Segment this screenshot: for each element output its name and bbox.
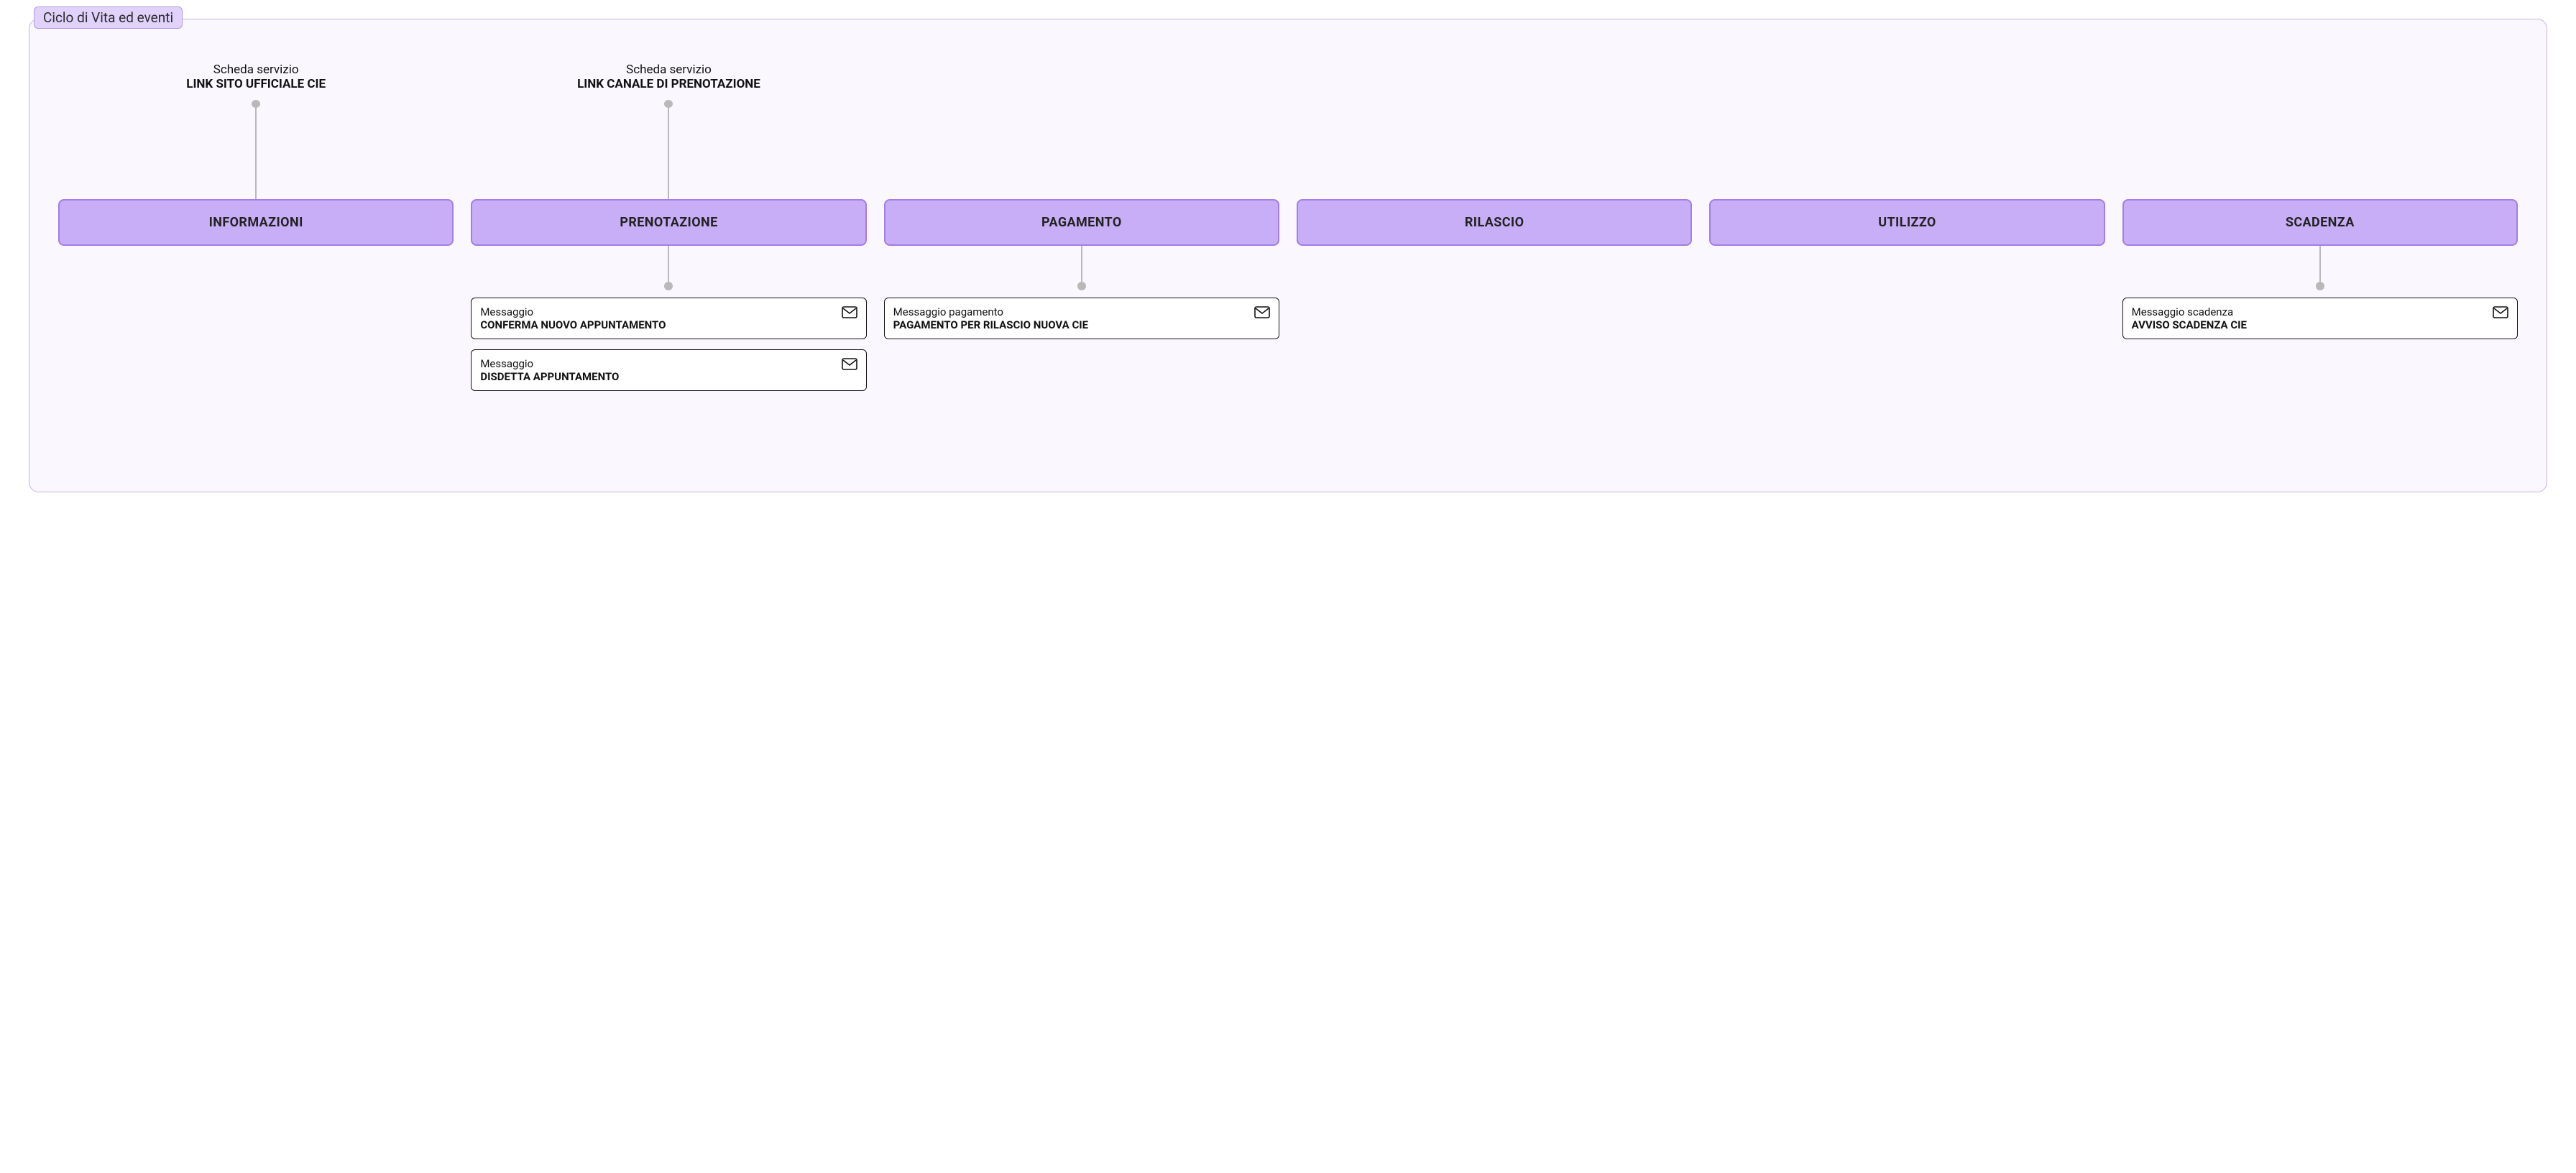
frame-title: Ciclo di Vita ed eventi <box>34 6 183 29</box>
message-kind: Messaggio <box>480 305 666 318</box>
top-label: Scheda servizioLINK CANALE DI PRENOTAZIO… <box>577 63 760 91</box>
mail-icon <box>2493 306 2508 318</box>
top-area <box>884 63 1279 199</box>
message-kind: Messaggio pagamento <box>893 305 1088 318</box>
message-title: PAGAMENTO PER RILASCIO NUOVA CIE <box>893 318 1088 331</box>
top-area <box>1709 63 2104 199</box>
top-label-main: LINK SITO UFFICIALE CIE <box>186 77 326 91</box>
message-stack: MessaggioCONFERMA NUOVO APPUNTAMENTO Mes… <box>471 298 866 391</box>
message-title: CONFERMA NUOVO APPUNTAMENTO <box>480 318 666 331</box>
stage-column-rilascio: RILASCIO <box>1297 63 1692 246</box>
bottom-connector <box>1077 246 1086 290</box>
message-stack: Messaggio pagamentoPAGAMENTO PER RILASCI… <box>884 298 1279 339</box>
bottom-connector <box>664 246 673 290</box>
connector-dot <box>1077 282 1086 290</box>
connector-dot <box>252 100 260 108</box>
message-text: Messaggio pagamentoPAGAMENTO PER RILASCI… <box>893 305 1088 331</box>
stage-columns: Scheda servizioLINK SITO UFFICIALE CIEIN… <box>58 63 2518 391</box>
connector-line <box>668 246 669 282</box>
message-box: MessaggioDISDETTA APPUNTAMENTO <box>471 349 866 391</box>
mail-icon <box>842 306 857 318</box>
connector-line <box>255 108 257 199</box>
message-text: MessaggioDISDETTA APPUNTAMENTO <box>480 357 619 383</box>
lifecycle-frame: Ciclo di Vita ed eventi Scheda servizioL… <box>29 19 2547 492</box>
stage-scadenza: SCADENZA <box>2122 199 2518 246</box>
stage-informazioni: INFORMAZIONI <box>58 199 454 246</box>
message-box: Messaggio pagamentoPAGAMENTO PER RILASCI… <box>884 298 1279 339</box>
stage-rilascio: RILASCIO <box>1297 199 1692 246</box>
message-title: AVVISO SCADENZA CIE <box>2132 318 2247 331</box>
top-area <box>2122 63 2518 199</box>
connector-dot <box>664 100 673 108</box>
stage-column-prenotazione: Scheda servizioLINK CANALE DI PRENOTAZIO… <box>471 63 866 391</box>
message-box: Messaggio scadenzaAVVISO SCADENZA CIE <box>2122 298 2518 339</box>
message-text: MessaggioCONFERMA NUOVO APPUNTAMENTO <box>480 305 666 331</box>
connector-line <box>668 108 669 199</box>
top-label-sub: Scheda servizio <box>577 63 760 77</box>
mail-icon <box>842 358 857 370</box>
stage-column-informazioni: Scheda servizioLINK SITO UFFICIALE CIE IN… <box>58 63 454 246</box>
message-title: DISDETTA APPUNTAMENTO <box>480 370 619 383</box>
top-label: Scheda servizioLINK SITO UFFICIALE CIE <box>186 63 326 91</box>
connector-dot <box>2316 282 2324 290</box>
message-kind: Messaggio scadenza <box>2132 305 2247 318</box>
top-area <box>1297 63 1692 199</box>
top-area: Scheda servizioLINK CANALE DI PRENOTAZIO… <box>471 63 866 199</box>
top-connector <box>471 100 866 199</box>
message-kind: Messaggio <box>480 357 619 370</box>
top-label-main: LINK CANALE DI PRENOTAZIONE <box>577 77 760 91</box>
top-label-sub: Scheda servizio <box>186 63 326 77</box>
top-connector <box>58 100 454 199</box>
stage-utilizzo: UTILIZZO <box>1709 199 2104 246</box>
stage-prenotazione: PRENOTAZIONE <box>471 199 866 246</box>
stage-column-scadenza: SCADENZA Messaggio scadenzaAVVISO SCADENZ… <box>2122 63 2518 339</box>
connector-line <box>1081 246 1082 282</box>
top-area: Scheda servizioLINK SITO UFFICIALE CIE <box>58 63 454 199</box>
message-stack: Messaggio scadenzaAVVISO SCADENZA CIE <box>2122 298 2518 339</box>
stage-column-utilizzo: UTILIZZO <box>1709 63 2104 246</box>
message-text: Messaggio scadenzaAVVISO SCADENZA CIE <box>2132 305 2247 331</box>
mail-icon <box>1254 306 1270 318</box>
connector-dot <box>664 282 673 290</box>
message-box: MessaggioCONFERMA NUOVO APPUNTAMENTO <box>471 298 866 339</box>
connector-line <box>2319 246 2321 282</box>
stage-column-pagamento: PAGAMENTO Messaggio pagamentoPAGAMENTO PE… <box>884 63 1279 339</box>
bottom-connector <box>2316 246 2324 290</box>
stage-pagamento: PAGAMENTO <box>884 199 1279 246</box>
